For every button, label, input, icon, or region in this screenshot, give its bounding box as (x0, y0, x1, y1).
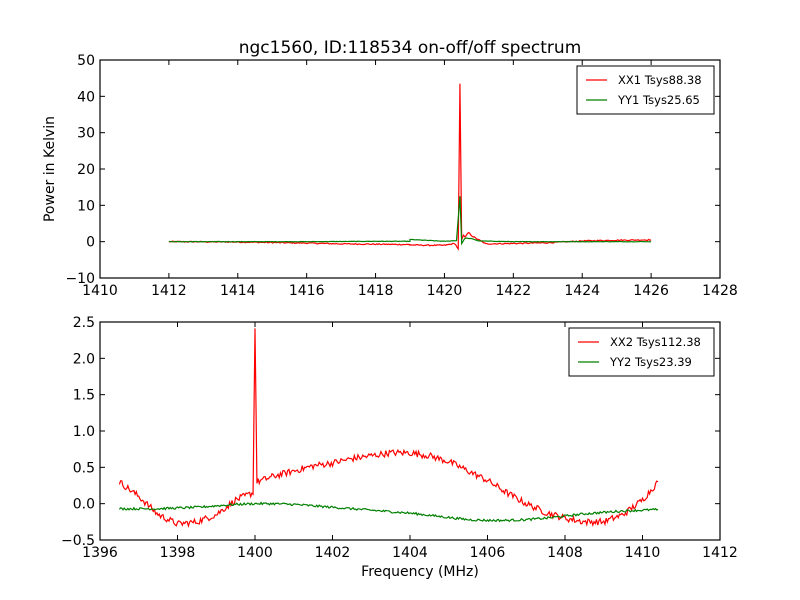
y-tick-label: 0 (86, 235, 95, 251)
legend-label: YY1 Tsys25.65 (617, 93, 700, 107)
x-tick-label: 1424 (564, 283, 600, 299)
x-tick-label: 1428 (702, 283, 738, 299)
y-tick-label: 2.5 (73, 315, 95, 331)
chart-title: ngc1560, ID:118534 on-off/off spectrum (239, 38, 582, 58)
legend-box (576, 65, 715, 115)
y-tick-label: 1.0 (73, 424, 95, 440)
x-tick-label: 1400 (237, 545, 273, 561)
x-tick-label: 1412 (702, 545, 738, 561)
x-tick-label: 1396 (82, 545, 118, 561)
y-tick-label: 0.5 (73, 460, 95, 476)
y-tick-label: 30 (77, 126, 95, 142)
y-tick-label: 20 (77, 162, 95, 178)
x-tick-label: 1418 (358, 283, 394, 299)
y-tick-label: 2.0 (73, 351, 95, 367)
legend-label: XX2 Tsys112.38 (610, 335, 701, 349)
y-tick-label: 10 (77, 198, 95, 214)
series-line-yy2 (118, 501, 659, 523)
x-axis-label: Frequency (MHz) (361, 564, 479, 580)
x-tick-label: 1420 (427, 283, 463, 299)
legend-label: XX1 Tsys88.38 (618, 73, 702, 87)
x-tick-label: 1408 (547, 545, 583, 561)
legend: XX2 Tsys112.38 YY2 Tsys23.39 (568, 327, 715, 377)
x-tick-label: 1414 (220, 283, 256, 299)
top-panel: 1410 1412 1414 1416 1418 1420 1422 1424 1426 1428… (42, 53, 738, 299)
y-tick-label: −10 (65, 271, 95, 287)
y-tick-label: 0.0 (73, 497, 95, 513)
series-line-yy1 (168, 196, 652, 246)
x-tick-label: 1398 (160, 545, 196, 561)
y-axis-label: Power in Kelvin (42, 116, 58, 222)
legend-label: YY2 Tsys23.39 (609, 355, 692, 369)
y-tick-label: 1.5 (73, 388, 95, 404)
x-tick-label: 1426 (633, 283, 669, 299)
bottom-panel: 1396 1398 1400 1402 1404 1406 1408 1410 1412 −0.5… (61, 315, 738, 580)
y-tick-label: 40 (77, 89, 95, 105)
x-tick-label: 1404 (392, 545, 428, 561)
y-tick-label: −0.5 (61, 533, 95, 549)
legend: XX1 Tsys88.38 YY1 Tsys25.65 (576, 65, 715, 115)
x-tick-label: 1410 (82, 283, 118, 299)
y-tick-label: 50 (77, 53, 95, 69)
x-tick-label: 1406 (470, 545, 506, 561)
x-tick-label: 1410 (625, 545, 661, 561)
x-tick-label: 1412 (151, 283, 187, 299)
legend-box (568, 327, 715, 377)
x-tick-label: 1416 (289, 283, 325, 299)
x-tick-label: 1422 (496, 283, 532, 299)
series-line-xx2 (118, 328, 659, 529)
x-tick-label: 1402 (315, 545, 351, 561)
